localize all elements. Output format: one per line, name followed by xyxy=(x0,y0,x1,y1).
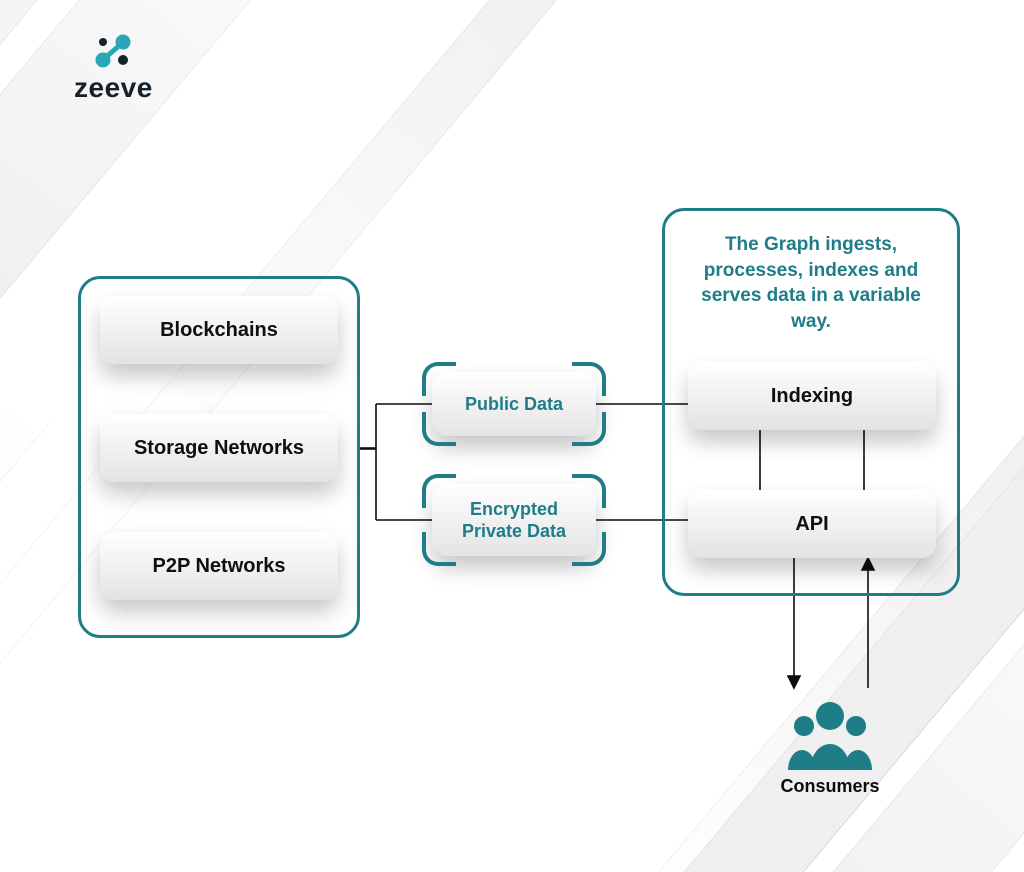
consumers-icon xyxy=(786,696,874,770)
source-node-0-label: Blockchains xyxy=(160,319,278,342)
diagram-canvas: The Graph ingests, processes, indexes an… xyxy=(0,0,1024,872)
source-node-2: P2P Networks xyxy=(100,532,338,600)
consumers-label: Consumers xyxy=(770,776,890,797)
private-data-node: EncryptedPrivate Data xyxy=(432,484,596,556)
brand-mark-icon xyxy=(93,32,133,70)
public-data-node: Public Data xyxy=(432,372,596,436)
brand-name: zeeve xyxy=(74,72,153,104)
graph-node-0: Indexing xyxy=(688,362,936,430)
brand-logo: zeeve xyxy=(74,32,153,104)
source-node-1-label: Storage Networks xyxy=(134,437,304,460)
graph-node-1: API xyxy=(688,490,936,558)
graph-description: The Graph ingests, processes, indexes an… xyxy=(692,232,930,335)
source-node-1: Storage Networks xyxy=(100,414,338,482)
source-node-2-label: P2P Networks xyxy=(152,555,285,578)
source-node-0: Blockchains xyxy=(100,296,338,364)
graph-node-0-label: Indexing xyxy=(771,385,853,408)
graph-node-1-label: API xyxy=(795,513,828,536)
